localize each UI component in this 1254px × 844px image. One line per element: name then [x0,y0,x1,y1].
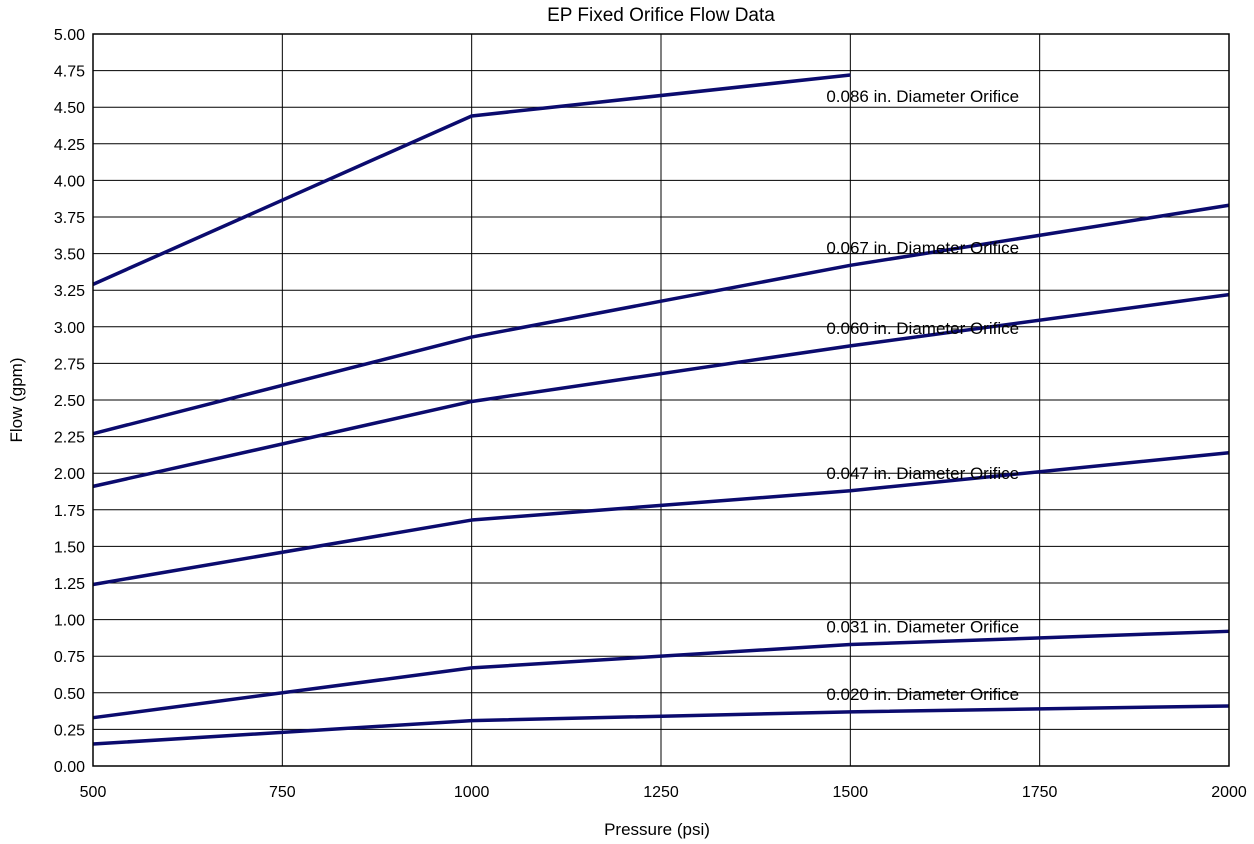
series-line [92,629,1230,720]
series-line [92,704,1230,746]
x-tick-label: 1500 [833,784,869,801]
y-tick-label: 2.50 [54,393,85,410]
y-tick-label: 3.00 [54,320,85,337]
series-line [92,73,851,286]
y-tick-label: 3.75 [54,210,85,227]
x-tick-label: 500 [80,784,107,801]
tick-layer: 0.00 0.25 0.50 0.75 1.00 1.25 1.50 1.75 2.00 2.25… [54,27,1247,801]
y-tick-label: 2.75 [54,356,85,373]
x-tick-label: 1750 [1022,784,1058,801]
series-label: 0.020 in. Diameter Orifice [826,685,1019,704]
y-tick-label: 4.00 [54,173,85,190]
y-tick-label: 1.25 [54,576,85,593]
y-tick-label: 0.50 [54,686,85,703]
grid-layer [92,33,1230,767]
series-label: 0.086 in. Diameter Orifice [826,87,1019,106]
series-label: 0.060 in. Diameter Orifice [826,319,1019,338]
x-axis-label: Pressure (psi) [604,820,710,839]
x-tick-label: 1250 [643,784,679,801]
y-tick-label: 0.25 [54,722,85,739]
series-label: 0.031 in. Diameter Orifice [826,617,1019,636]
y-tick-label: 1.00 [54,613,85,630]
y-tick-label: 0.75 [54,649,85,666]
y-tick-label: 0.00 [54,759,85,776]
y-tick-label: 3.50 [54,247,85,264]
plot-frame [92,33,1230,767]
x-tick-label: 750 [269,784,296,801]
series-layer [92,73,1230,746]
y-tick-label: 4.50 [54,100,85,117]
y-tick-label: 2.00 [54,466,85,483]
series-label-layer: 0.086 in. Diameter Orifice 0.067 in. Diam… [826,87,1019,704]
y-tick-label: 4.25 [54,137,85,154]
y-tick-label: 4.75 [54,64,85,81]
series-label: 0.047 in. Diameter Orifice [826,464,1019,483]
y-tick-label: 2.25 [54,430,85,447]
series-label: 0.067 in. Diameter Orifice [826,238,1019,257]
x-tick-label: 1000 [454,784,490,801]
y-tick-label: 5.00 [54,27,85,44]
y-tick-label: 3.25 [54,283,85,300]
series-line [92,292,1230,489]
x-tick-label: 2000 [1211,784,1247,801]
y-tick-label: 1.75 [54,503,85,520]
series-line [92,203,1230,436]
chart-title: EP Fixed Orifice Flow Data [547,5,775,26]
y-axis-label: Flow (gpm) [7,357,26,442]
y-tick-label: 1.50 [54,539,85,556]
series-line [92,450,1230,587]
